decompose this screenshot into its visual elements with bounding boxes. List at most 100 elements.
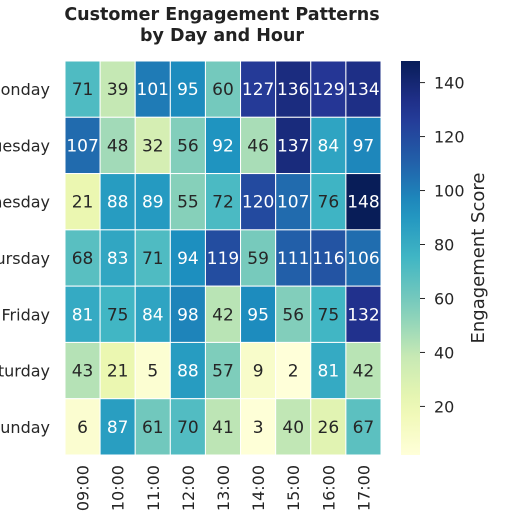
cell-value-label: 42 [353, 362, 375, 382]
cell-value-label: 116 [312, 249, 344, 269]
cell-value-label: 101 [137, 80, 169, 100]
column-tick-label: 16:00 [319, 465, 338, 511]
cell-value-label: 89 [142, 193, 164, 213]
heatmap-cell [134, 285, 171, 343]
cell-value-label: 107 [277, 193, 309, 213]
heatmap-cell [64, 173, 101, 231]
cell-value-label: 136 [277, 80, 309, 100]
cell-value-label: 21 [72, 193, 94, 213]
heatmap-cell [204, 116, 242, 175]
heatmap-cell [169, 285, 206, 343]
chart-title-line-2: by Day and Hour [140, 26, 304, 46]
heatmap-cell [310, 116, 347, 175]
cell-value-label: 137 [277, 136, 309, 156]
colorbar-tick-label: 40 [434, 343, 454, 362]
cell-value-label: 75 [318, 305, 340, 325]
heatmap-cell [275, 116, 312, 175]
heatmap-cell [240, 285, 277, 343]
cell-value-label: 5 [147, 362, 158, 382]
cell-value-label: 134 [347, 80, 379, 100]
cell-value-label: 107 [66, 136, 98, 156]
heatmap-cell [345, 173, 382, 231]
cell-value-label: 129 [312, 80, 344, 100]
cell-value-label: 60 [212, 80, 234, 100]
column-tick-label: 10:00 [109, 465, 128, 511]
row-tick-label: Saturday [0, 362, 50, 381]
cell-value-label: 56 [282, 305, 304, 325]
cell-value-label: 67 [353, 418, 375, 438]
colorbar-tick-label: 80 [434, 236, 454, 255]
colorbar-ticks: 20 40 60 80 100 120 140 [420, 74, 465, 416]
cell-value-label: 71 [72, 80, 94, 100]
heatmap-cell [310, 341, 347, 400]
heatmap-cell [240, 341, 277, 400]
column-tick-label: 15:00 [284, 465, 303, 511]
cell-value-label: 84 [318, 136, 340, 156]
cell-value-label: 88 [177, 362, 199, 382]
heatmap-cell [99, 229, 136, 287]
cell-value-label: 55 [177, 193, 199, 213]
heatmap-cell [310, 60, 347, 118]
colorbar-label: Engagement Score [468, 173, 489, 344]
row-tick-label: Thursday [0, 249, 50, 268]
cell-value-label: 72 [212, 193, 234, 213]
heatmap-cell [275, 285, 312, 343]
cell-value-label: 59 [247, 249, 269, 269]
heatmap-cell [64, 116, 101, 175]
cell-value-label: 39 [107, 80, 129, 100]
cell-value-label: 98 [177, 305, 199, 325]
column-tick-label: 14:00 [249, 465, 268, 511]
cell-value-label: 106 [347, 249, 379, 269]
heatmap-cell [64, 398, 101, 456]
cell-value-label: 95 [247, 305, 269, 325]
heatmap-cell [99, 398, 136, 456]
cell-value-label: 21 [107, 362, 129, 382]
cell-value-label: 6 [77, 418, 88, 438]
heatmap-cell [169, 229, 206, 287]
colorbar-tick-label: 140 [434, 74, 465, 93]
cell-value-label: 94 [177, 249, 199, 269]
cell-value-label: 83 [107, 249, 129, 269]
cell-value-label: 71 [142, 249, 164, 269]
cell-value-label: 84 [142, 305, 164, 325]
chart-title-line-1: Customer Engagement Patterns [64, 5, 379, 25]
heatmap-cell [345, 116, 382, 175]
colorbar-gradient [401, 61, 420, 455]
heatmap-cell [345, 285, 382, 343]
cell-value-label: 56 [177, 136, 199, 156]
colorbar: 20 40 60 80 100 120 140 Engagement Score [401, 61, 489, 455]
cell-value-label: 70 [177, 418, 199, 438]
cell-value-label: 81 [72, 305, 94, 325]
cell-value-label: 127 [242, 80, 274, 100]
cell-value-label: 9 [253, 362, 264, 382]
cell-value-label: 41 [212, 418, 234, 438]
cell-value-label: 32 [142, 136, 164, 156]
heatmap-cell [64, 229, 101, 287]
column-tick-label: 11:00 [144, 465, 163, 511]
cell-value-label: 42 [212, 305, 234, 325]
heatmap-cell [134, 398, 171, 456]
cell-value-label: 40 [282, 418, 304, 438]
row-tick-label: Wednesday [0, 193, 50, 212]
column-tick-label: 09:00 [74, 465, 93, 511]
cell-value-label: 26 [318, 418, 340, 438]
colorbar-tick-label: 120 [434, 128, 465, 147]
cell-value-label: 95 [177, 80, 199, 100]
cell-value-label: 46 [247, 136, 269, 156]
cell-value-label: 148 [347, 193, 379, 213]
cell-value-label: 75 [107, 305, 129, 325]
colorbar-tick-label: 100 [434, 182, 465, 201]
row-labels: Monday Tuesday Wednesday Thursday Friday Satu… [0, 80, 50, 437]
heatmap-cell [169, 341, 206, 400]
cell-value-label: 111 [277, 249, 309, 269]
row-tick-label: Monday [0, 80, 50, 99]
heatmap-cell [345, 341, 382, 400]
row-tick-label: Friday [2, 305, 51, 324]
heatmap-cell [345, 398, 382, 456]
cell-value-label: 120 [242, 193, 274, 213]
heatmap-cell [240, 398, 277, 456]
cell-value-label: 3 [253, 418, 264, 438]
cell-value-label: 2 [288, 362, 299, 382]
